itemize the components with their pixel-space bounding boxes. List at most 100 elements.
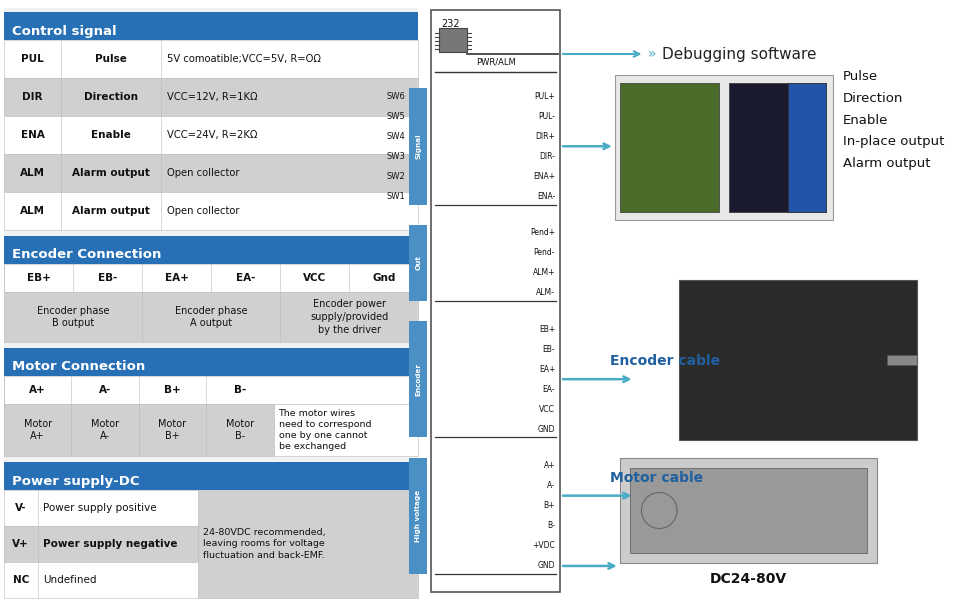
Bar: [4, 348, 418, 376]
Text: Motor cable: Motor cable: [610, 470, 703, 485]
Text: High voltage: High voltage: [415, 490, 421, 542]
Bar: [431, 10, 559, 592]
Text: 232: 232: [441, 19, 459, 29]
Text: Power supply-DC: Power supply-DC: [12, 475, 140, 487]
Bar: [4, 462, 418, 490]
Text: EA+: EA+: [165, 273, 188, 283]
Text: Power supply negative: Power supply negative: [43, 539, 177, 549]
Bar: [4, 78, 418, 116]
Text: Motor Connection: Motor Connection: [12, 361, 145, 373]
Text: VCC=24V, R=2KΩ: VCC=24V, R=2KΩ: [167, 130, 257, 140]
Bar: [4, 376, 418, 404]
Text: SW2: SW2: [387, 172, 405, 181]
Bar: [788, 83, 825, 212]
Text: EB+: EB+: [26, 273, 50, 283]
Text: Encoder power
supply/provided
by the driver: Encoder power supply/provided by the dri…: [310, 299, 388, 335]
Text: Power supply positive: Power supply positive: [43, 503, 156, 513]
Bar: [4, 292, 418, 342]
Bar: [4, 236, 418, 264]
Text: ENA-: ENA-: [536, 192, 554, 201]
Text: A-: A-: [547, 481, 554, 490]
Text: ALM+: ALM+: [532, 268, 554, 277]
Text: »: »: [646, 47, 655, 61]
Text: Undefined: Undefined: [43, 575, 96, 585]
Bar: [614, 75, 832, 220]
Text: EA-: EA-: [542, 385, 554, 394]
Text: +VDC: +VDC: [532, 541, 554, 550]
Text: EB-: EB-: [98, 273, 117, 283]
Bar: [4, 116, 418, 154]
Bar: [4, 8, 418, 592]
Text: ALM-: ALM-: [536, 289, 554, 298]
Text: Alarm output: Alarm output: [72, 206, 150, 216]
Text: B-: B-: [547, 521, 554, 530]
Text: B-: B-: [234, 385, 246, 395]
Text: V-: V-: [16, 503, 26, 513]
Text: SW3: SW3: [387, 152, 405, 161]
Bar: [4, 526, 198, 562]
Text: Signal: Signal: [415, 133, 421, 159]
Text: SW1: SW1: [387, 192, 405, 201]
Text: GND: GND: [537, 562, 554, 571]
Bar: [198, 490, 418, 598]
Text: B+: B+: [543, 501, 554, 510]
Bar: [4, 404, 273, 456]
Bar: [409, 458, 426, 574]
Text: DC24-80V: DC24-80V: [709, 572, 786, 586]
Text: Alarm output: Alarm output: [842, 157, 929, 170]
Text: ALM: ALM: [20, 168, 46, 178]
Text: Motor
A+: Motor A+: [23, 419, 51, 442]
Bar: [4, 12, 418, 40]
Text: ALM: ALM: [20, 206, 46, 216]
Bar: [4, 562, 198, 598]
Bar: [439, 28, 466, 52]
Text: 5V comoatible;VCC=5V, R=OΩ: 5V comoatible;VCC=5V, R=OΩ: [167, 54, 320, 64]
Text: SW4: SW4: [387, 132, 405, 141]
Bar: [409, 321, 426, 437]
Text: SW5: SW5: [387, 112, 405, 121]
Bar: [887, 355, 916, 365]
Bar: [629, 468, 866, 553]
Bar: [678, 280, 916, 440]
Text: VCC: VCC: [303, 273, 326, 283]
Text: Control signal: Control signal: [12, 25, 116, 37]
Text: NC: NC: [13, 575, 29, 585]
Text: Open collector: Open collector: [167, 168, 238, 178]
Text: ENA: ENA: [20, 130, 45, 140]
Text: Out: Out: [415, 256, 421, 270]
Text: A+: A+: [29, 385, 46, 395]
Text: Direction: Direction: [84, 92, 138, 102]
Text: Debugging software: Debugging software: [662, 46, 816, 61]
Text: The motor wires
need to correspond
one by one cannot
be exchanged: The motor wires need to correspond one b…: [278, 409, 371, 451]
Text: A+: A+: [543, 461, 554, 470]
Text: Alarm output: Alarm output: [72, 168, 150, 178]
Text: PUL-: PUL-: [538, 112, 554, 121]
Text: EA+: EA+: [538, 365, 554, 374]
Text: Gnd: Gnd: [372, 273, 395, 283]
Text: Pulse: Pulse: [842, 70, 877, 82]
Text: Motor
B-: Motor B-: [226, 419, 254, 442]
Text: Enable: Enable: [842, 113, 888, 127]
Bar: [273, 404, 418, 456]
Text: EB+: EB+: [539, 325, 554, 334]
Text: A-: A-: [99, 385, 111, 395]
Text: V+: V+: [13, 539, 29, 549]
Text: DIR-: DIR-: [539, 152, 554, 161]
Text: Direction: Direction: [842, 91, 902, 104]
Text: Pulse: Pulse: [95, 54, 127, 64]
Text: DIR: DIR: [22, 92, 43, 102]
Bar: [4, 264, 418, 292]
Text: Encoder: Encoder: [415, 362, 421, 395]
Text: B+: B+: [164, 385, 180, 395]
Text: VCC=12V, R=1KΩ: VCC=12V, R=1KΩ: [167, 92, 257, 102]
Text: VCC: VCC: [539, 405, 554, 414]
Bar: [728, 83, 825, 212]
Text: 24-80VDC recommended,
leaving rooms for voltage
fluctuation and back-EMF.: 24-80VDC recommended, leaving rooms for …: [203, 529, 326, 560]
Text: PWR/ALM: PWR/ALM: [476, 58, 516, 67]
Bar: [4, 192, 418, 230]
Text: EA-: EA-: [235, 273, 255, 283]
Text: In-place output: In-place output: [842, 136, 943, 148]
Text: Enable: Enable: [91, 130, 131, 140]
Text: EB-: EB-: [542, 344, 554, 353]
Text: PUL: PUL: [21, 54, 44, 64]
